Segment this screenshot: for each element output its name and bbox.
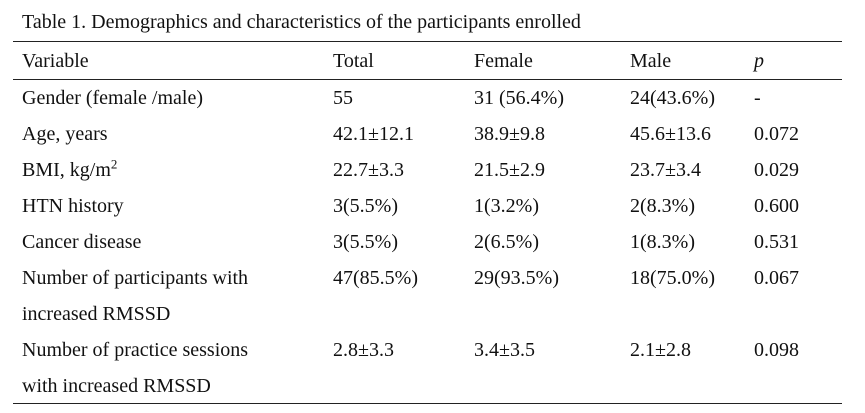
cell: 0.531 (754, 231, 799, 253)
cell: 2(8.3%) (630, 195, 695, 217)
cell: 3(5.5%) (333, 195, 398, 217)
cell: Cancer disease (22, 231, 142, 253)
cell: Age, years (22, 123, 108, 145)
cell: HTN history (22, 195, 124, 217)
header-cell: Variable (22, 50, 89, 72)
cell: 0.067 (754, 267, 799, 289)
cell: 18(75.0%) (630, 267, 715, 289)
bottom-rule (13, 403, 842, 404)
cell: 31 (56.4%) (474, 87, 564, 109)
cell-line: Number of practice sessions (22, 339, 249, 361)
cell-line: Number of participants with (22, 267, 249, 289)
cell: 3.4±3.5 (474, 339, 535, 361)
header-cell: Female (474, 50, 533, 72)
cell: 55 (333, 87, 353, 109)
table-title: Table 1. Demographics and characteristic… (22, 11, 581, 33)
cell: 45.6±13.6 (630, 123, 711, 145)
header-cell: p (754, 50, 764, 72)
cell: 47(85.5%) (333, 267, 418, 289)
top-rule (13, 41, 842, 42)
cell: 21.5±2.9 (474, 159, 545, 181)
superscript: 2 (110, 156, 118, 172)
header-cell: Total (333, 50, 374, 72)
cell: BMI, kg/m2 (22, 156, 118, 182)
header-cell: Male (630, 50, 672, 72)
cell: 0.098 (754, 339, 799, 361)
cell: 24(43.6%) (630, 87, 715, 109)
cell: 1(3.2%) (474, 195, 539, 217)
cell: 2.1±2.8 (630, 339, 691, 361)
cell-text: BMI, kg/m (22, 159, 111, 181)
cell: 0.600 (754, 195, 799, 217)
cell-line: with increased RMSSD (22, 375, 211, 397)
cell: 22.7±3.3 (333, 159, 404, 181)
cell: 3(5.5%) (333, 231, 398, 253)
cell: 0.072 (754, 123, 799, 145)
header-rule (13, 79, 842, 80)
cell: 42.1±12.1 (333, 123, 414, 145)
cell: 38.9±9.8 (474, 123, 545, 145)
cell: 2(6.5%) (474, 231, 539, 253)
cell: 1(8.3%) (630, 231, 695, 253)
cell-line: increased RMSSD (22, 303, 171, 325)
cell: - (754, 87, 761, 109)
cell: Gender (female /male) (22, 87, 204, 109)
cell: 29(93.5%) (474, 267, 559, 289)
cell: 23.7±3.4 (630, 159, 701, 181)
cell: 0.029 (754, 159, 799, 181)
cell: 2.8±3.3 (333, 339, 394, 361)
